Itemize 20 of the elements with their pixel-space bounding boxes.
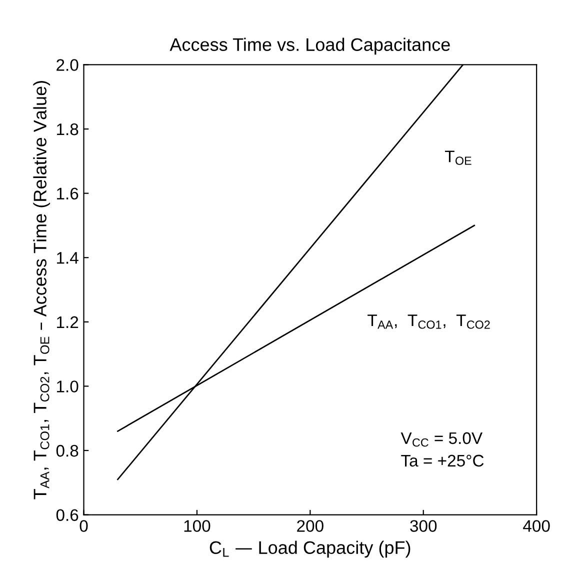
- y-tick-label: 1.4: [57, 252, 78, 264]
- y-tick-label: 1.0: [57, 380, 78, 392]
- y-tick-label: 1.2: [57, 316, 78, 328]
- x-tick-label: 400: [523, 520, 550, 532]
- chart-title: Access Time vs. Load Capacitance: [170, 38, 450, 55]
- y-tick-label: 0.8: [56, 444, 78, 457]
- y-tick-label: 1.8: [57, 123, 78, 136]
- x-tick-label: 0: [80, 520, 88, 532]
- y-tick-label: 2.0: [56, 59, 78, 71]
- x-axis-title: C$_{L}$ — Load Capacity (pF): [210, 540, 410, 558]
- x-tick-label: 100: [184, 520, 210, 532]
- x-tick-label: 300: [410, 520, 437, 532]
- text: T$_{AA}$, T$_{CO1}$, T$_{CO2}$, T$_{OE}$ – Access Time (Relative Value): [33, 81, 50, 500]
- series-label: T$_{AA}$, T$_{CO1}$, T$_{CO2}$: [368, 314, 490, 329]
- annotation: Ta = +25°C: [401, 454, 484, 467]
- y-tick-label: 0.6: [56, 509, 78, 521]
- y-tick-label: 1.6: [57, 188, 78, 200]
- text: T$_{OE}$: [445, 150, 472, 165]
- x-tick-label: 200: [297, 520, 324, 532]
- annotation: V$_{CC}$ = 5.0V: [400, 432, 482, 447]
